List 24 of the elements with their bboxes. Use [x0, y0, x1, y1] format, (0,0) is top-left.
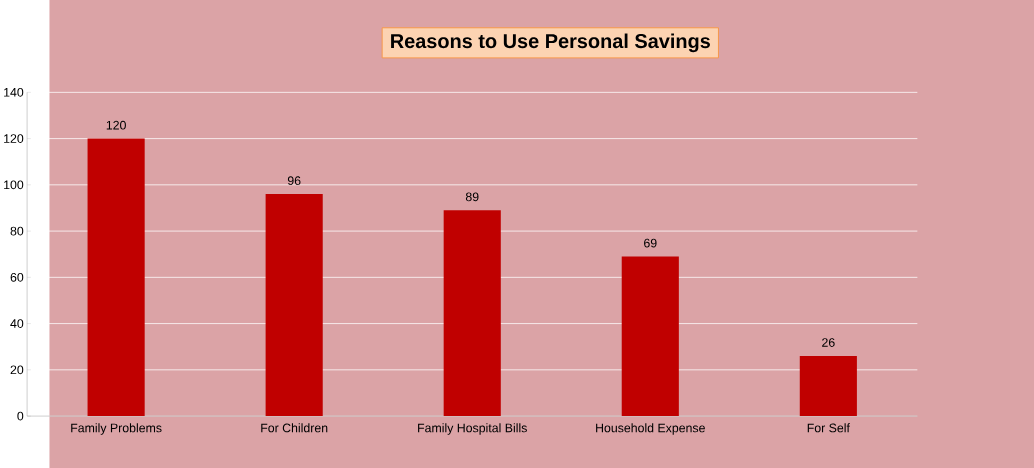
data-label: 96: [287, 176, 301, 185]
data-label: 89: [465, 192, 479, 201]
data-label: 120: [106, 120, 126, 130]
x-tick-label: For Self: [807, 423, 850, 433]
data-label: 69: [644, 238, 657, 248]
bar: [443, 210, 501, 416]
bar: [621, 256, 679, 416]
chart-title: Reasons to Use Personal Savings: [391, 33, 710, 52]
bar: [265, 193, 323, 416]
x-tick-label: For Children: [261, 423, 328, 433]
y-tick-label: 100: [4, 180, 24, 189]
bar: [799, 355, 857, 416]
x-tick-label: Family Problems: [71, 423, 162, 435]
y-tick-label: 140: [4, 87, 24, 97]
y-tick-label: 40: [10, 319, 24, 328]
x-tick-label: Family Hospital Bills: [418, 423, 527, 435]
y-tick-label: 0: [17, 411, 24, 421]
y-tick-label: 60: [10, 272, 24, 282]
bar: [87, 138, 145, 416]
x-tick-label: Household Expense: [596, 423, 705, 435]
y-tick-label: 80: [10, 226, 24, 236]
data-label: 26: [822, 337, 835, 347]
y-tick-label: 120: [4, 134, 24, 143]
y-tick-label: 20: [10, 365, 24, 374]
